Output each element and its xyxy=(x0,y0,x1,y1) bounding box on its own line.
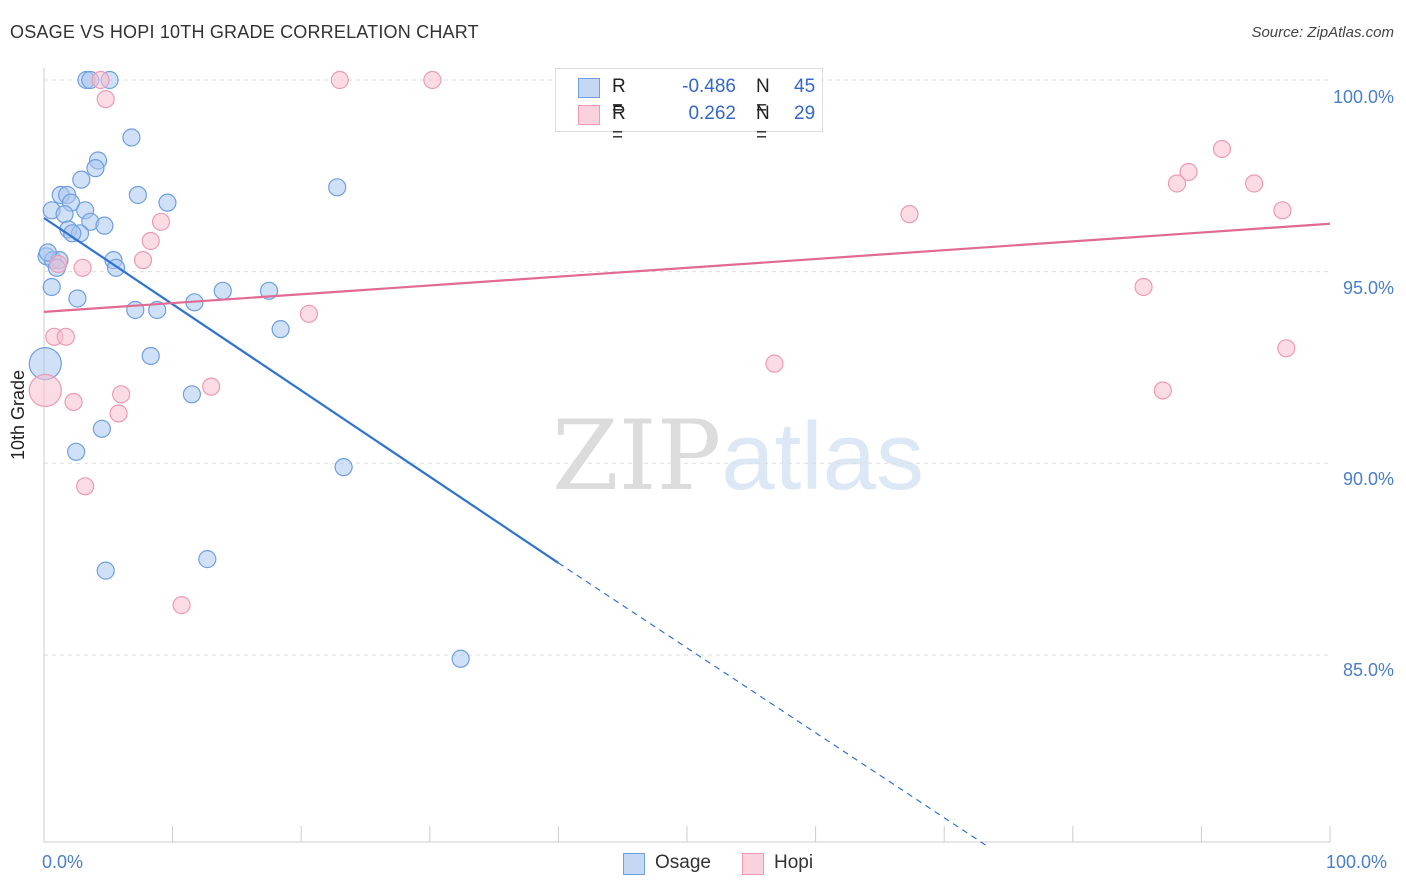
data-point-osage xyxy=(158,193,177,212)
legend-n-label: N = xyxy=(756,103,770,146)
legend-swatch-hopi xyxy=(578,105,600,125)
legend-n-value: 29 xyxy=(794,103,816,124)
data-point-hopi xyxy=(151,212,171,231)
data-point-hopi xyxy=(73,258,92,277)
data-point-hopi xyxy=(1134,277,1153,297)
x-tick-label-100: 100.0% xyxy=(1326,852,1388,872)
bottom-legend-swatch-hopi xyxy=(742,853,764,875)
data-point-osage xyxy=(86,159,105,178)
data-point-osage xyxy=(68,289,87,308)
watermark-zip: ZIP xyxy=(552,400,722,512)
data-point-osage xyxy=(122,128,141,147)
data-point-hopi xyxy=(1153,381,1172,400)
data-point-hopi xyxy=(133,251,153,270)
data-point-hopi xyxy=(900,205,919,224)
y-tick-label-95: 95.0% xyxy=(1342,278,1394,298)
data-point-hopi xyxy=(49,254,68,274)
data-point-osage xyxy=(72,170,91,189)
data-point-hopi xyxy=(765,354,784,373)
data-point-hopi xyxy=(1277,339,1296,358)
trend-line-extension-osage xyxy=(558,562,989,848)
data-point-osage xyxy=(42,277,61,297)
data-point-osage xyxy=(213,281,232,300)
data-point-osage xyxy=(148,300,167,320)
data-point-hopi xyxy=(28,373,62,408)
data-point-hopi xyxy=(1179,162,1198,182)
y-tick-label-90: 90.0% xyxy=(1342,469,1394,489)
data-point-hopi xyxy=(202,377,221,396)
data-point-hopi xyxy=(141,231,160,251)
legend-n-value: 45 xyxy=(794,76,816,97)
data-point-osage xyxy=(259,281,279,300)
legend-swatch-osage xyxy=(578,78,600,98)
legend-r-value: -0.486 xyxy=(682,76,736,97)
x-tick-label-0: 0.0% xyxy=(42,852,84,872)
data-point-hopi xyxy=(91,70,110,90)
data-point-osage xyxy=(451,649,470,668)
data-point-hopi xyxy=(109,404,128,423)
data-point-osage xyxy=(126,300,145,320)
data-point-hopi xyxy=(1212,139,1232,159)
data-point-osage xyxy=(55,205,74,224)
data-point-osage xyxy=(198,550,217,569)
bottom-legend-label-osage: Osage xyxy=(655,852,711,873)
bottom-legend-swatch-osage xyxy=(623,853,645,875)
y-tick-label-100: 100.0% xyxy=(1332,87,1394,107)
data-point-hopi xyxy=(96,90,115,109)
legend-r-label: R = xyxy=(612,76,626,119)
data-point-osage xyxy=(92,419,111,438)
data-point-osage xyxy=(95,216,114,235)
data-point-hopi xyxy=(330,70,349,90)
data-point-hopi xyxy=(299,304,319,323)
data-point-hopi xyxy=(1245,174,1264,193)
data-point-osage xyxy=(328,178,347,197)
chart-title: OSAGE VS HOPI 10TH GRADE CORRELATION CHA… xyxy=(10,22,479,42)
watermark: ZIPatlas xyxy=(552,400,924,512)
data-point-hopi xyxy=(1273,201,1292,220)
legend-r-value: 0.262 xyxy=(688,103,736,124)
trend-line-osage xyxy=(43,217,560,564)
data-point-osage xyxy=(96,561,115,580)
source-label: Source: ZipAtlas.com xyxy=(1251,24,1394,41)
data-point-hopi xyxy=(76,477,95,496)
data-point-hopi xyxy=(172,596,191,615)
legend-r-label: R = xyxy=(612,103,626,146)
data-point-osage xyxy=(128,185,147,205)
data-point-osage xyxy=(182,385,201,404)
watermark-atlas: atlas xyxy=(721,403,924,510)
data-point-osage xyxy=(67,442,86,461)
trend-line-hopi xyxy=(43,222,1331,313)
data-point-hopi xyxy=(56,327,75,346)
data-point-osage xyxy=(38,243,57,262)
data-point-osage xyxy=(141,346,160,366)
y-tick-label-85: 85.0% xyxy=(1342,660,1394,680)
correlation-legend: R = -0.486 N = 45 R = 0.262 N = 29 xyxy=(555,68,823,146)
bottom-legend-label-hopi: Hopi xyxy=(774,852,814,873)
data-point-osage xyxy=(63,224,82,243)
data-point-osage xyxy=(334,458,353,477)
data-point-hopi xyxy=(112,385,131,404)
y-axis-label: 10th Grade xyxy=(8,369,28,460)
data-point-hopi xyxy=(64,392,83,412)
data-point-hopi xyxy=(1167,174,1187,193)
legend-n-label: N = xyxy=(756,76,770,119)
data-point-osage xyxy=(271,320,290,339)
data-point-hopi xyxy=(423,70,442,90)
